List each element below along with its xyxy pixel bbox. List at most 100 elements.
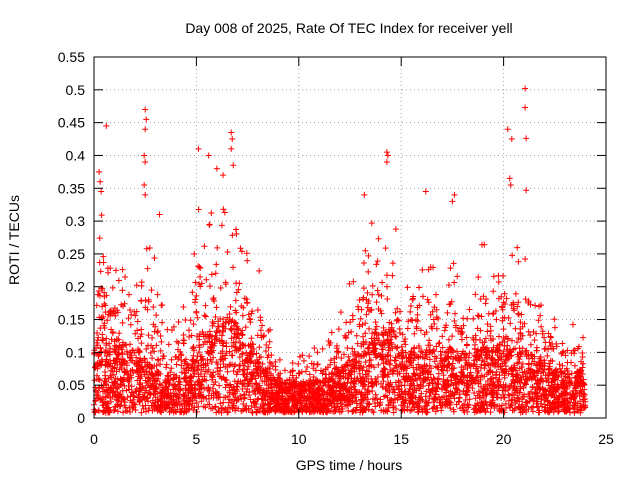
data-point — [132, 388, 139, 395]
data-point — [227, 325, 234, 332]
data-point — [374, 287, 381, 294]
data-point — [157, 347, 164, 354]
data-point — [503, 346, 510, 353]
data-point — [454, 273, 461, 280]
data-point — [416, 302, 423, 309]
data-point — [510, 305, 517, 312]
data-point — [252, 375, 259, 382]
data-point — [233, 371, 240, 378]
data-point — [339, 405, 346, 412]
data-point — [438, 352, 445, 359]
data-point — [209, 405, 216, 412]
data-point — [119, 319, 126, 326]
data-point — [527, 332, 534, 339]
data-point — [306, 371, 313, 378]
data-point — [481, 405, 488, 412]
data-point — [525, 299, 532, 306]
data-point — [482, 398, 489, 405]
data-point — [200, 394, 207, 401]
data-point — [433, 291, 440, 298]
data-point — [394, 368, 401, 375]
data-point — [307, 377, 314, 384]
data-point — [252, 391, 259, 398]
data-point — [462, 357, 469, 364]
data-point — [185, 367, 192, 374]
data-point — [385, 326, 392, 333]
data-point — [154, 328, 161, 335]
data-point — [92, 408, 99, 415]
data-point — [302, 368, 309, 375]
data-point — [194, 367, 201, 374]
data-point — [259, 322, 266, 329]
data-point — [471, 360, 478, 367]
data-point — [121, 369, 128, 376]
data-point — [370, 395, 377, 402]
x-tick-label: 25 — [598, 431, 614, 447]
data-point — [110, 371, 117, 378]
data-point — [186, 381, 193, 388]
data-point — [409, 317, 416, 324]
data-point — [254, 332, 261, 339]
data-point — [157, 332, 164, 339]
data-point — [97, 325, 104, 332]
data-point — [519, 396, 526, 403]
data-point — [228, 384, 235, 391]
data-point — [430, 399, 437, 406]
data-point — [362, 330, 369, 337]
data-point — [398, 352, 405, 359]
data-point — [227, 381, 234, 388]
data-point — [483, 371, 490, 378]
data-point — [248, 402, 255, 409]
data-point — [177, 378, 184, 385]
data-point — [452, 322, 459, 329]
data-point — [213, 409, 220, 416]
data-point — [220, 399, 227, 406]
data-point — [192, 381, 199, 388]
data-point — [501, 409, 508, 416]
data-point — [127, 354, 134, 361]
data-point — [514, 303, 521, 310]
data-point — [100, 259, 107, 266]
data-point — [112, 312, 119, 319]
data-point — [574, 390, 581, 397]
data-point — [383, 358, 390, 365]
data-point — [477, 295, 484, 302]
data-point — [510, 299, 517, 306]
data-point — [540, 363, 547, 370]
data-point — [346, 280, 353, 287]
data-point — [114, 401, 121, 408]
data-point — [127, 321, 134, 328]
data-point — [141, 389, 148, 396]
data-point — [443, 354, 450, 361]
data-point — [433, 343, 440, 350]
data-point — [395, 394, 402, 401]
data-point — [102, 362, 109, 369]
data-point — [459, 329, 466, 336]
data-point — [376, 402, 383, 409]
data-point — [108, 374, 115, 381]
data-point — [175, 318, 182, 325]
data-point — [122, 408, 129, 415]
data-point — [135, 335, 142, 342]
data-point — [405, 318, 412, 325]
data-point — [95, 376, 102, 383]
data-point — [380, 360, 387, 367]
data-point — [225, 399, 232, 406]
data-point — [442, 349, 449, 356]
data-point — [548, 334, 555, 341]
data-point — [267, 326, 274, 333]
data-point — [119, 349, 126, 356]
data-point — [514, 394, 521, 401]
data-point — [424, 296, 431, 303]
data-point — [369, 282, 376, 289]
data-point — [357, 315, 364, 322]
data-point — [129, 389, 136, 396]
data-point — [376, 339, 383, 346]
data-point — [256, 344, 263, 351]
x-tick-label: 20 — [496, 431, 512, 447]
data-point — [387, 399, 394, 406]
data-point — [131, 308, 138, 315]
data-point — [274, 374, 281, 381]
data-point — [407, 308, 414, 315]
data-point — [545, 367, 552, 374]
